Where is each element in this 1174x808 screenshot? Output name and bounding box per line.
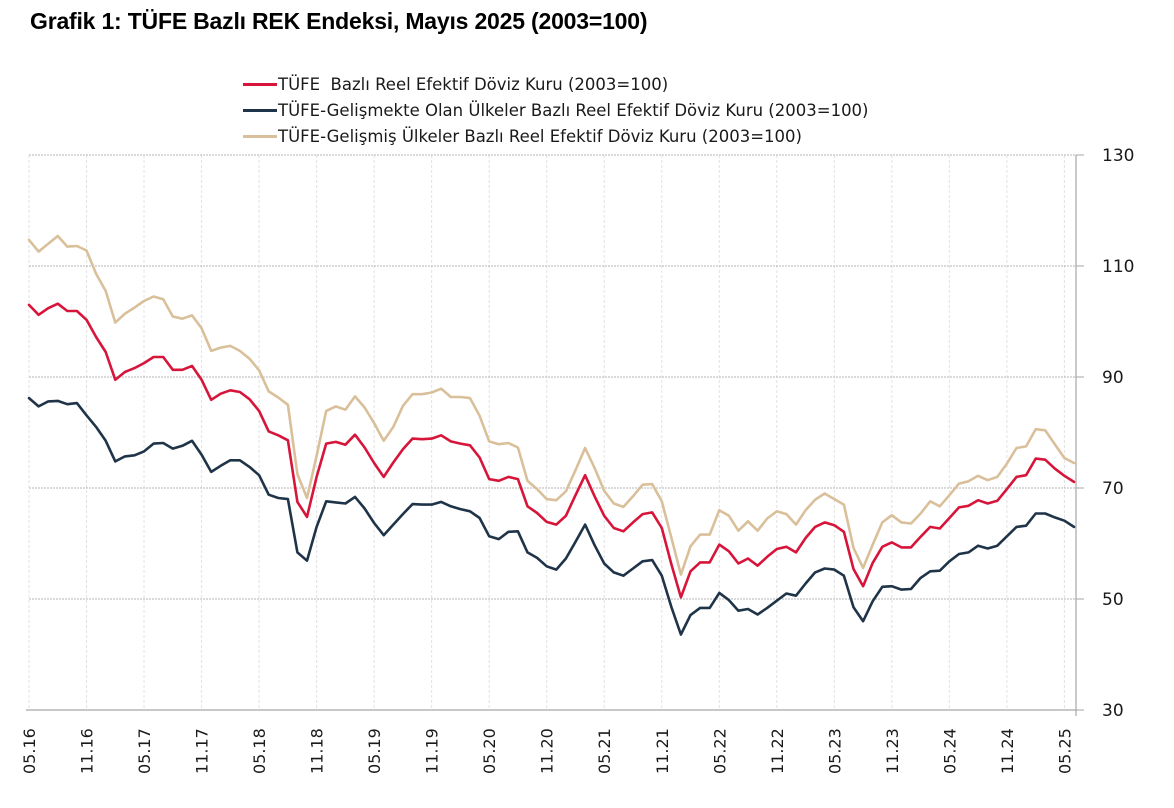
series-line-developed xyxy=(27,234,1076,576)
horizontal-gridlines xyxy=(29,154,1084,711)
x-tick-label: 05.23 xyxy=(825,728,844,774)
series-lines xyxy=(27,234,1076,636)
y-tick-label: 90 xyxy=(1102,368,1124,388)
legend-swatch-developed xyxy=(243,134,277,138)
x-tick-label: 05.19 xyxy=(365,728,384,774)
vertical-gridlines xyxy=(28,155,1065,710)
y-tick-label: 50 xyxy=(1102,590,1124,610)
x-tick-label: 11.20 xyxy=(538,728,557,774)
legend-item-developed: TÜFE-Gelişmiş Ülkeler Bazlı Reel Efektif… xyxy=(243,123,869,149)
legend-item-emerging: TÜFE-Gelişmekte Olan Ülkeler Bazlı Reel … xyxy=(243,97,869,123)
legend-label-tufe: TÜFE Bazlı Reel Efektif Döviz Kuru (2003… xyxy=(278,74,669,94)
y-tick-label: 130 xyxy=(1102,146,1134,166)
x-tick-label: 05.16 xyxy=(20,728,39,774)
x-tick-label: 11.18 xyxy=(308,728,327,774)
x-tick-label: 11.17 xyxy=(193,728,212,774)
x-tick-label: 11.24 xyxy=(998,728,1017,774)
y-tick-label: 110 xyxy=(1102,257,1134,277)
x-tick-label: 05.20 xyxy=(480,728,499,774)
legend-label-emerging: TÜFE-Gelişmekte Olan Ülkeler Bazlı Reel … xyxy=(278,100,869,120)
x-tick-label: 11.23 xyxy=(883,728,902,774)
x-tick-label: 05.22 xyxy=(710,728,729,774)
series-line-tufe xyxy=(27,302,1076,599)
y-tick-label: 30 xyxy=(1102,701,1124,721)
x-tick-label: 11.19 xyxy=(423,728,442,774)
x-tick-label: 11.21 xyxy=(653,728,672,774)
x-tick-label: 05.24 xyxy=(940,728,959,774)
legend-swatch-tufe xyxy=(243,82,277,86)
x-tick-label: 11.16 xyxy=(78,728,97,774)
series-line-emerging xyxy=(27,396,1076,636)
axes xyxy=(26,155,1077,716)
x-tick-label: 05.17 xyxy=(135,728,154,774)
chart-title: Grafik 1: TÜFE Bazlı REK Endeksi, Mayıs … xyxy=(30,8,648,34)
x-tick-label: 05.18 xyxy=(250,728,269,774)
x-tick-label: 11.22 xyxy=(768,728,787,774)
x-tick-label: 05.21 xyxy=(595,728,614,774)
x-tick-label: 05.25 xyxy=(1055,728,1074,774)
legend-swatch-emerging xyxy=(243,108,277,112)
legend-item-tufe: TÜFE Bazlı Reel Efektif Döviz Kuru (2003… xyxy=(243,71,869,97)
y-tick-label: 70 xyxy=(1102,479,1124,499)
legend-label-developed: TÜFE-Gelişmiş Ülkeler Bazlı Reel Efektif… xyxy=(278,126,802,146)
x-tick-labels: 05.16 11.16 05.17 11.17 05.18 11.18 05.19 11.19… xyxy=(20,728,1074,774)
y-tick-labels: 30 50 70 90 110 130 xyxy=(1102,146,1134,721)
chart-legend: TÜFE Bazlı Reel Efektif Döviz Kuru (2003… xyxy=(243,71,869,149)
